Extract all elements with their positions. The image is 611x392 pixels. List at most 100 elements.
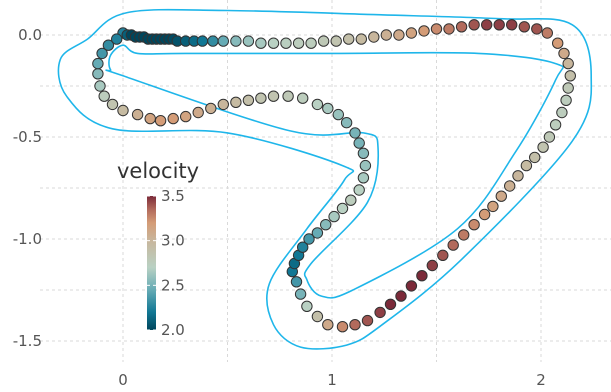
y-tick-label: -1.5 — [13, 332, 42, 350]
data-point — [230, 96, 242, 109]
data-points — [92, 19, 576, 333]
data-point — [455, 21, 468, 33]
data-point — [564, 70, 576, 82]
data-point — [322, 102, 334, 115]
data-point — [180, 110, 192, 123]
data-point — [537, 141, 549, 153]
data-point — [322, 319, 334, 331]
data-point — [437, 249, 449, 262]
data-point — [330, 35, 342, 47]
data-point — [317, 35, 330, 47]
data-point — [255, 37, 267, 49]
data-point — [395, 290, 407, 302]
data-point — [531, 23, 543, 35]
data-point — [292, 37, 305, 49]
data-point — [328, 210, 340, 223]
data-point — [345, 194, 357, 206]
data-point — [556, 106, 568, 119]
data-point — [297, 92, 309, 104]
legend-tick-label: 3.5 — [161, 187, 185, 205]
data-point — [255, 92, 267, 104]
data-point — [468, 19, 480, 31]
data-point — [305, 37, 317, 49]
data-point — [426, 259, 438, 272]
data-point — [541, 27, 553, 39]
data-point — [380, 29, 392, 41]
legend-tick-label: 2.0 — [161, 321, 185, 339]
data-point — [267, 37, 280, 49]
data-point — [340, 117, 353, 129]
data-point — [562, 57, 574, 70]
data-point — [416, 270, 428, 282]
x-axis-ticks: 0 1 2 — [118, 371, 546, 389]
track-boundaries — [57, 8, 593, 350]
x-tick-label: 0 — [118, 371, 128, 389]
y-axis-ticks: 0.0 -0.5 -1.0 -1.5 — [13, 26, 42, 350]
data-point — [512, 170, 524, 182]
data-point — [311, 98, 324, 111]
data-point — [154, 115, 167, 127]
data-point — [167, 112, 179, 125]
data-point — [332, 108, 344, 121]
data-point — [558, 47, 570, 60]
data-point — [349, 127, 361, 139]
data-point — [242, 94, 255, 107]
data-point — [297, 241, 309, 253]
data-point — [144, 112, 156, 125]
data-point — [518, 21, 530, 33]
x-tick-label: 2 — [536, 371, 546, 389]
data-point — [430, 23, 443, 35]
data-point — [368, 31, 380, 43]
data-point — [320, 219, 332, 231]
data-point — [230, 35, 242, 47]
data-point — [301, 300, 313, 312]
legend-colorbar — [147, 196, 156, 330]
data-point — [294, 288, 307, 300]
data-point — [207, 35, 219, 47]
data-point — [552, 37, 564, 49]
data-point — [94, 80, 106, 92]
data-point — [487, 200, 499, 213]
y-tick-label: 0.0 — [18, 26, 42, 44]
data-point — [242, 35, 255, 47]
data-point — [311, 310, 324, 323]
data-point — [458, 229, 470, 241]
data-point — [96, 47, 108, 60]
data-point — [560, 94, 572, 107]
data-point — [529, 151, 541, 164]
data-point — [353, 137, 365, 149]
legend-tick-label: 3.0 — [161, 232, 185, 250]
data-point — [447, 239, 459, 251]
data-point — [217, 35, 230, 47]
data-point — [468, 219, 480, 231]
legend-tick-label: 2.5 — [161, 276, 185, 294]
data-point — [357, 172, 370, 184]
data-point — [282, 90, 294, 102]
data-point — [336, 202, 349, 215]
data-point — [311, 227, 324, 239]
data-point — [355, 33, 367, 45]
data-point — [361, 314, 374, 327]
data-point — [478, 208, 491, 221]
data-point — [349, 319, 361, 331]
data-point — [336, 321, 349, 333]
data-point — [192, 106, 204, 119]
data-point — [353, 184, 365, 196]
data-point — [506, 19, 518, 31]
data-point — [418, 25, 430, 37]
data-point — [217, 98, 230, 111]
y-tick-label: -1.0 — [13, 230, 42, 248]
data-point — [196, 35, 209, 47]
data-point — [111, 33, 123, 45]
data-point — [280, 37, 292, 49]
data-point — [562, 82, 574, 94]
data-point — [290, 276, 303, 288]
data-point — [267, 90, 280, 102]
x-tick-label: 1 — [327, 371, 337, 389]
data-point — [343, 33, 355, 45]
data-point — [520, 159, 533, 172]
data-point — [131, 108, 144, 121]
data-point — [493, 19, 505, 31]
